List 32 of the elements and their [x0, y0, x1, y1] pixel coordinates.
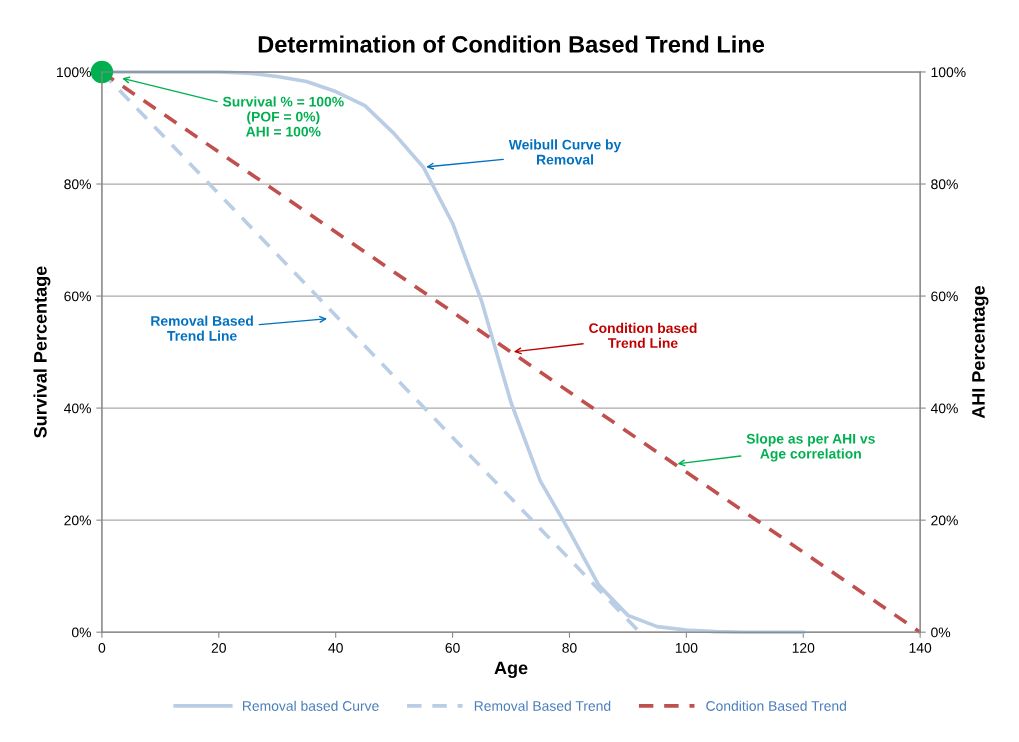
y2-axis-title: AHI Percentage	[972, 285, 989, 419]
legend-label: Condition Based Trend	[706, 700, 846, 711]
x-tick-label: 120	[792, 642, 815, 653]
x-tick-label: 140	[909, 642, 932, 653]
legend-label: Removal Based Trend	[474, 700, 611, 711]
x-tick-label: 40	[328, 642, 343, 653]
x-tick-label: 20	[211, 642, 226, 653]
y-axis-title: Survival Percentage	[33, 266, 51, 438]
y2-tick-label: 60%	[931, 291, 958, 302]
y-tick-label: 20%	[64, 515, 91, 526]
x-tick-label: 60	[445, 642, 460, 653]
x-tick-label: 100	[675, 642, 698, 653]
y-tick-label: 0%	[71, 627, 91, 638]
annotation: Condition based Trend Line	[589, 322, 697, 349]
y-tick-label: 100%	[57, 67, 91, 78]
y-tick-label: 60%	[64, 291, 91, 302]
x-axis-title: Age	[494, 661, 528, 678]
y2-tick-label: 80%	[931, 179, 958, 190]
y-tick-label: 40%	[64, 403, 91, 414]
y2-tick-label: 100%	[931, 67, 966, 78]
y2-tick-label: 0%	[931, 627, 951, 638]
annotation: Slope as per AHI vs Age correlation	[746, 433, 875, 462]
x-tick-label: 0	[98, 642, 106, 653]
annotation: Weibull Curve by Removal	[508, 139, 622, 165]
annotation: Survival % = 100% (POF = 0%) AHI = 100%	[222, 96, 344, 137]
legend-label: Removal based Curve	[243, 700, 379, 711]
y2-tick-label: 20%	[931, 515, 958, 526]
annotation: Removal Based Trend Line	[151, 315, 253, 341]
y2-tick-label: 40%	[930, 403, 958, 414]
chart-title: Determination of Condition Based Trend Line	[258, 35, 765, 53]
y-tick-label: 80%	[64, 179, 91, 190]
x-tick-label: 80	[562, 642, 577, 653]
